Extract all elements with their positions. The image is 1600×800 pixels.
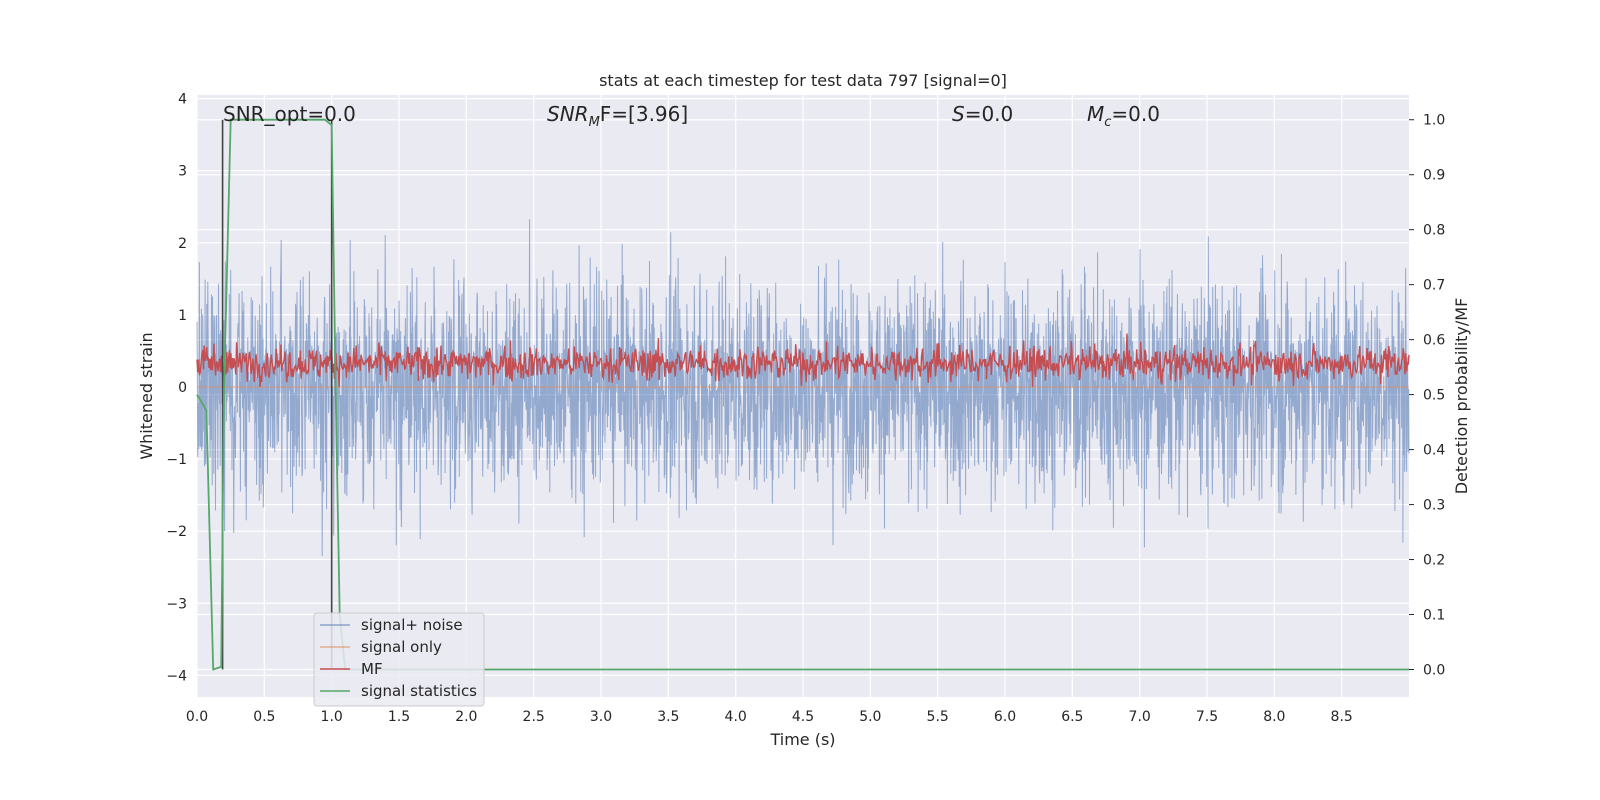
y2-tick-label: 1.0 <box>1423 113 1445 129</box>
y2-tick-label: 0.4 <box>1423 443 1445 459</box>
y-axis-label: Whitened strain <box>137 332 156 459</box>
mc-annotation: Mc=0.0 <box>1087 102 1160 130</box>
y2-axis-label: Detection probability/MF <box>1452 298 1471 495</box>
legend-label-signal-statistics: signal statistics <box>361 682 477 700</box>
y-tick-label: 1 <box>178 308 187 324</box>
y-tick-label: −2 <box>166 524 187 540</box>
x-tick-label: 8.0 <box>1263 709 1285 725</box>
snr-mf-f: F=[3.96] <box>600 102 688 126</box>
x-tick-label: 7.0 <box>1129 709 1151 725</box>
x-tick-label: 5.5 <box>927 709 949 725</box>
legend-label-signal-only: signal only <box>361 638 442 656</box>
y2-tick-label: 0.5 <box>1423 388 1445 404</box>
y-tick-label: 2 <box>178 236 187 252</box>
y-tick-label: 3 <box>178 164 187 180</box>
x-tick-label: 4.5 <box>792 709 814 725</box>
s-annotation: S=0.0 <box>952 102 1013 126</box>
snr-mf-annotation: SNRMF=[3.96] <box>547 102 688 130</box>
snr-mf-subscript: M <box>589 115 600 130</box>
legend-label-mf: MF <box>361 660 383 678</box>
y-tick-label: −1 <box>166 452 187 468</box>
x-tick-label: 5.0 <box>859 709 881 725</box>
y-tick-labels: 4 3 2 1 0 −1 −2 −3 −4 <box>166 92 187 685</box>
y-tick-label: 0 <box>178 380 187 396</box>
x-axis-label: Time (s) <box>769 730 835 749</box>
chart-title: stats at each timestep for test data 797… <box>599 71 1007 90</box>
x-tick-label: 6.0 <box>994 709 1016 725</box>
y2-tick-label: 0.8 <box>1423 223 1445 239</box>
x-tick-label: 0.5 <box>253 709 275 725</box>
snr-opt-annotation: SNR_opt=0.0 <box>223 102 356 126</box>
y-tick-label: −3 <box>166 596 187 612</box>
x-tick-label: 4.0 <box>725 709 747 725</box>
y2-tick-label: 0.2 <box>1423 553 1445 569</box>
s-label: S <box>952 102 965 126</box>
mc-label: M <box>1087 102 1104 126</box>
legend-label-signal-noise: signal+ noise <box>361 616 463 634</box>
mc-subscript: c <box>1104 115 1111 130</box>
s-value: =0.0 <box>965 102 1014 126</box>
x-tick-label: 8.5 <box>1331 709 1353 725</box>
x-tick-label: 1.5 <box>388 709 410 725</box>
x-tick-label: 2.0 <box>455 709 477 725</box>
y2-tick-label: 0.0 <box>1423 663 1445 679</box>
series-signal-noise <box>196 219 1410 557</box>
y2-tick-label: 0.1 <box>1423 608 1445 624</box>
x-tick-labels: 0.0 0.5 1.0 1.5 2.0 2.5 3.0 3.5 4.0 4.5 5.0 5.5 6.0 6… <box>186 709 1353 725</box>
x-tick-label: 7.5 <box>1196 709 1218 725</box>
y2-tick-label: 0.3 <box>1423 498 1445 514</box>
legend: signal+ noise signal only MF signal stat… <box>313 612 485 707</box>
x-tick-label: 0.0 <box>186 709 208 725</box>
x-tick-label: 1.0 <box>321 709 343 725</box>
legend-box <box>313 612 485 707</box>
y2-tick-labels: 1.0 0.9 0.8 0.7 0.6 0.5 0.4 0.3 0.2 0.1 0.0 <box>1409 113 1445 679</box>
series-signal-statistics <box>196 118 1409 671</box>
y2-tick-label: 0.6 <box>1423 333 1445 349</box>
x-tick-label: 3.0 <box>590 709 612 725</box>
snr-mf-suffix: F=[3.96] <box>600 102 688 126</box>
mc-value: =0.0 <box>1111 102 1160 126</box>
x-tick-label: 2.5 <box>523 709 545 725</box>
x-tick-label: 3.5 <box>657 709 679 725</box>
y2-tick-label: 0.9 <box>1423 168 1445 184</box>
series-layer <box>196 118 1410 671</box>
snr-mf-prefix: SNR <box>547 102 589 126</box>
y2-tick-label: 0.7 <box>1423 278 1445 294</box>
x-tick-label: 6.5 <box>1061 709 1083 725</box>
y-tick-label: 4 <box>178 92 187 108</box>
series-mf <box>196 333 1410 388</box>
y-tick-label: −4 <box>166 668 187 684</box>
